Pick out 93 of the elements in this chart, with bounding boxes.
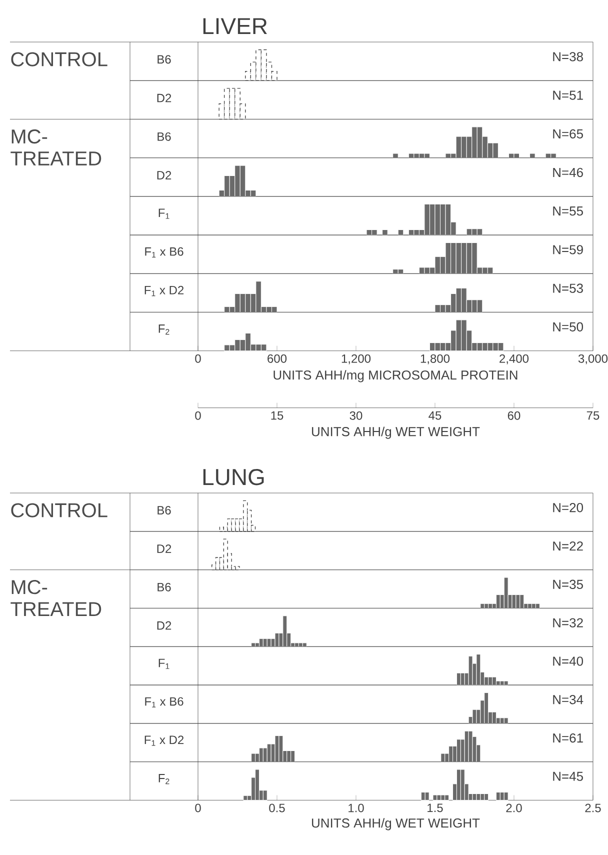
- bar: [504, 680, 508, 686]
- y-axis-title: B6: [158, 582, 171, 592]
- x-tick-label: 1.5: [428, 804, 443, 812]
- x-tick-label: 0: [195, 804, 201, 812]
- text: MC-TREATED: [10, 580, 102, 616]
- x-axis-title: UNITS AHH/g WET WEIGHT: [312, 818, 480, 830]
- y-axis-title: B6: [158, 506, 171, 515]
- x2-tick-label: 0: [195, 411, 201, 420]
- x2-tick-label: 15: [271, 411, 284, 420]
- x2-axis-title: UNITS AHH/g WET WEIGHT: [312, 426, 480, 439]
- bar: [484, 794, 489, 800]
- bar: [278, 735, 284, 762]
- annotation: N=46: [553, 168, 583, 178]
- bar: [472, 794, 477, 800]
- x-tick-label: 0: [195, 354, 201, 363]
- x2-tick-label: 30: [350, 411, 362, 420]
- x-tick-label: 1.0: [348, 804, 364, 812]
- bar: [476, 794, 481, 800]
- x-tick-label: 600: [268, 354, 287, 363]
- x-tick-label: 2.0: [506, 804, 522, 812]
- x2-tick-label: 45: [428, 411, 442, 420]
- text: MC-TREATED: [10, 129, 102, 166]
- bar: [290, 750, 296, 762]
- annotation: N=40: [553, 656, 584, 666]
- chart-title: LUNG: [203, 468, 264, 486]
- bar: [424, 792, 430, 800]
- chart-subtitle: CONTROL: [11, 52, 108, 66]
- bar: [500, 792, 504, 800]
- y-axis-title: B6: [158, 55, 171, 64]
- bar: [255, 769, 260, 800]
- annotation: N=22: [553, 541, 583, 551]
- y-axis-title: D2: [157, 544, 172, 553]
- y-axis-title: F$_{2}$: [158, 324, 170, 335]
- y-axis-title: D2: [157, 621, 172, 630]
- bar: [436, 794, 442, 800]
- annotation: N=53: [553, 284, 583, 293]
- bar: [492, 712, 496, 724]
- y-axis-title: F$_{1}$ x B6: [145, 697, 184, 708]
- bar: [460, 769, 465, 800]
- bar: [468, 730, 473, 762]
- x-tick-label: 2.5: [585, 804, 601, 812]
- annotation: N=35: [553, 580, 583, 589]
- bar: [302, 642, 307, 647]
- y-axis-title: F$_{1}$: [158, 208, 170, 219]
- x-tick-label: 1,800: [420, 354, 450, 364]
- bar: [496, 792, 500, 800]
- annotation: N=45: [553, 772, 583, 781]
- bar: [444, 794, 450, 800]
- bar: [484, 692, 489, 724]
- annotation: N=50: [553, 322, 584, 332]
- annotation: N=61: [553, 733, 583, 743]
- bar: [468, 656, 473, 686]
- bar: [456, 769, 461, 800]
- x-tick-label: 3,000: [578, 354, 608, 364]
- y-axis-title: F$_{1}$: [158, 658, 170, 669]
- bar: [392, 153, 398, 158]
- y-axis-title: F$_{1}$ x B6: [145, 247, 184, 258]
- bar: [262, 790, 268, 800]
- bar: [504, 792, 508, 800]
- x-tick-label: 1,200: [342, 354, 371, 364]
- x-tick-label: 2,400: [500, 354, 529, 364]
- annotation: N=32: [553, 618, 583, 628]
- x-axis-title: UNITS AHH/mg MICROSOMAL PROTEIN: [274, 370, 518, 382]
- bar: [476, 654, 481, 686]
- bar: [420, 792, 426, 800]
- y-axis-title: B6: [158, 132, 171, 141]
- annotation: N=20: [553, 502, 584, 512]
- bar: [282, 616, 288, 647]
- bar: [440, 794, 446, 800]
- annotation: N=65: [553, 129, 583, 138]
- x2-tick-label: 60: [508, 411, 520, 420]
- y-axis-title: F$_{1}$ x D2: [144, 286, 184, 296]
- x2-tick-label: 75: [586, 411, 600, 420]
- bar: [492, 676, 496, 686]
- bar: [434, 304, 441, 312]
- annotation: N=59: [553, 245, 583, 254]
- annotation: N=34: [553, 694, 584, 704]
- annotation: N=51: [553, 90, 583, 100]
- bar: [445, 153, 452, 158]
- bar: [480, 794, 485, 800]
- y-axis-title: F$_{2}$: [158, 774, 170, 784]
- y-axis-title: D2: [157, 170, 172, 180]
- bar: [382, 230, 388, 236]
- bar: [504, 718, 508, 724]
- chart-subtitle: CONTROL: [11, 503, 108, 518]
- y-axis-title: F$_{1}$ x D2: [144, 736, 184, 746]
- x-tick-label: 0.5: [269, 804, 285, 812]
- chart-title: LIVER: [203, 18, 267, 34]
- bar: [530, 153, 536, 158]
- annotation: N=38: [553, 52, 583, 62]
- y-axis-title: D2: [157, 94, 172, 102]
- annotation: N=55: [553, 206, 583, 216]
- bar: [432, 794, 438, 800]
